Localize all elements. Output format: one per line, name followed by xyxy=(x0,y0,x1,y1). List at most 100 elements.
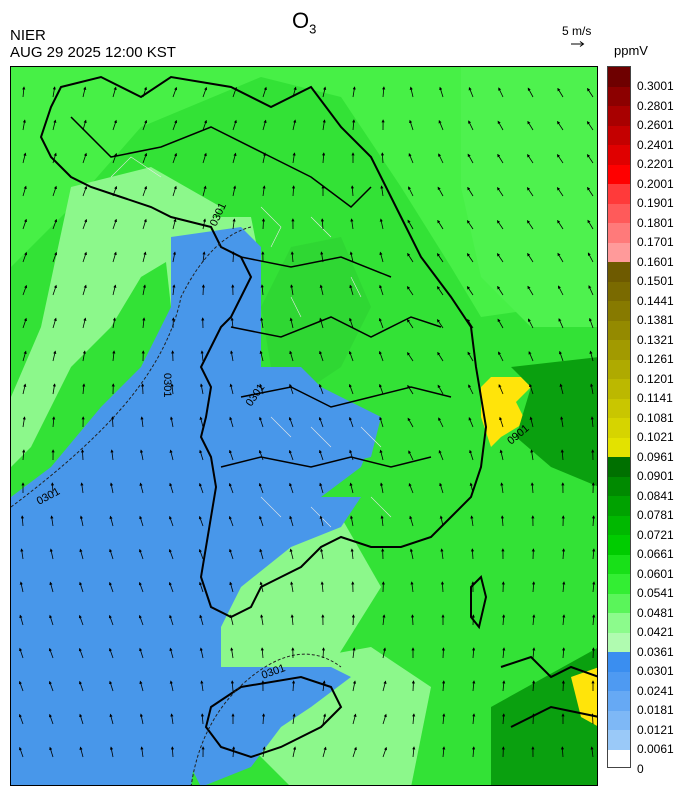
wind-arrow-icon xyxy=(319,515,324,527)
legend-level-label: 0.1801 xyxy=(637,215,674,230)
east-dark-field xyxy=(511,357,597,487)
wind-arrow-icon xyxy=(409,119,414,131)
wind-arrow-icon xyxy=(22,185,27,197)
wind-arrow-icon xyxy=(437,186,444,197)
legend-swatch xyxy=(608,398,630,418)
wind-arrow-icon xyxy=(408,482,414,494)
legend-swatch xyxy=(608,476,630,496)
legend-swatch xyxy=(608,671,630,691)
wind-arrow-icon xyxy=(497,153,504,164)
wind-arrow-icon xyxy=(470,548,475,560)
wind-arrow-icon xyxy=(112,350,116,362)
wind-arrow-icon xyxy=(561,680,565,692)
legend-level-label: 0.0901 xyxy=(637,469,674,483)
wind-arrow-icon xyxy=(530,482,534,494)
wind-arrow-icon xyxy=(408,450,414,461)
wind-arrow-icon xyxy=(292,152,296,164)
wind-arrow-icon xyxy=(142,251,147,263)
wind-arrow-icon xyxy=(109,482,114,494)
wind-arrow-icon xyxy=(142,284,147,296)
wind-arrow-icon xyxy=(110,449,114,461)
wind-arrow-icon xyxy=(470,515,474,527)
wind-arrow-icon xyxy=(142,317,146,329)
legend-swatch xyxy=(608,554,630,574)
wind-arrow-icon xyxy=(79,548,84,560)
wind-arrow-icon xyxy=(382,713,387,725)
wind-arrow-icon xyxy=(229,548,234,560)
wind-arrow-icon xyxy=(587,252,594,263)
wind-arrow-icon xyxy=(172,284,176,296)
wind-arrow-icon xyxy=(52,383,56,395)
wind-arrow-icon xyxy=(349,251,354,263)
wind-arrow-icon xyxy=(592,581,596,593)
wind-arrow-icon xyxy=(261,218,266,230)
legend-level-label: 0.1321 xyxy=(637,332,674,347)
wind-arrow-icon xyxy=(382,647,387,659)
wind-arrow-icon xyxy=(560,449,564,461)
wind-arrow-icon xyxy=(560,746,565,758)
wind-arrow-icon xyxy=(379,284,384,296)
wind-arrow-icon xyxy=(172,119,178,131)
wind-arrow-icon xyxy=(78,647,84,659)
wind-arrow-icon xyxy=(466,286,474,296)
wind-arrow-icon xyxy=(18,746,24,758)
unit-label: ppmV xyxy=(614,43,648,58)
wind-arrow-icon xyxy=(292,86,297,98)
wind-arrow-icon xyxy=(350,185,354,197)
legend-level-label: 0.1601 xyxy=(637,254,674,269)
wind-arrow-icon xyxy=(18,680,24,692)
wind-arrow-icon xyxy=(590,416,594,428)
legend-level-label: 0.1021 xyxy=(637,430,674,444)
wind-arrow-icon xyxy=(200,680,204,692)
wind-arrow-icon xyxy=(229,383,234,395)
wind-arrow-icon xyxy=(322,119,326,131)
wind-arrow-icon xyxy=(472,713,476,725)
wind-arrow-icon xyxy=(142,185,148,197)
wind-arrow-icon xyxy=(289,383,294,395)
wind-arrow-icon xyxy=(82,152,87,164)
wind-arrow-icon xyxy=(322,680,326,692)
wind-arrow-icon xyxy=(202,152,207,164)
wind-arrow-icon xyxy=(352,119,356,131)
legend-swatch xyxy=(608,67,630,87)
wind-arrow-icon xyxy=(291,185,296,197)
wind-arrow-icon xyxy=(408,153,414,164)
legend-swatch xyxy=(608,301,630,321)
wind-arrow-icon xyxy=(19,581,24,593)
wind-arrow-icon xyxy=(532,581,536,593)
wind-arrow-icon xyxy=(202,86,208,98)
wind-arrow-icon xyxy=(172,152,178,164)
wind-arrow-icon xyxy=(498,87,504,98)
wind-arrow-icon xyxy=(112,86,117,98)
wind-arrow-icon xyxy=(527,154,534,164)
wind-arrow-icon xyxy=(561,548,566,560)
wind-arrow-icon xyxy=(291,680,296,692)
legend-swatch xyxy=(608,496,630,516)
wind-arrow-icon xyxy=(590,383,594,395)
legend-level-label: 0.3001 xyxy=(637,79,674,93)
wind-arrow-icon xyxy=(440,581,445,593)
wind-arrow-icon xyxy=(228,515,234,527)
wind-arrow-icon xyxy=(198,482,204,494)
wind-arrow-icon xyxy=(466,220,474,230)
legend-level-label: 0.1901 xyxy=(637,196,674,210)
wind-arrow-icon xyxy=(228,449,234,461)
legend-level-label: 0.2801 xyxy=(637,98,674,113)
wind-arrow-icon xyxy=(230,350,234,362)
wind-arrow-icon xyxy=(260,317,264,329)
chart-title: O3 xyxy=(292,8,317,37)
wind-arrow-icon xyxy=(348,350,354,362)
wind-arrow-icon xyxy=(379,251,384,263)
legend-level-label: 0.2401 xyxy=(637,137,674,152)
wind-arrow-icon xyxy=(526,187,534,197)
wind-arrow-icon xyxy=(408,186,414,197)
wind-arrow-icon xyxy=(112,284,117,296)
wind-arrow-icon xyxy=(437,351,444,362)
legend-swatch xyxy=(608,535,630,555)
ozone-map[interactable]: 0301 0301 0301 0301 0301 0901 xyxy=(10,66,598,786)
wind-arrow-icon xyxy=(198,548,204,560)
wind-arrow-icon xyxy=(379,218,384,230)
wind-arrow-icon xyxy=(526,220,534,230)
wind-arrow-icon xyxy=(437,219,444,230)
central-inland-field xyxy=(261,237,371,387)
